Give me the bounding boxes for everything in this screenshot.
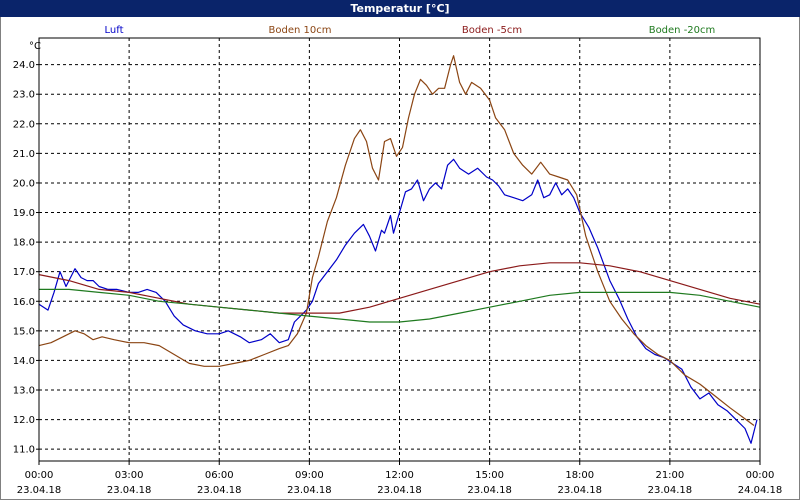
series-line-boden-20cm xyxy=(39,288,761,323)
y-tick-label: 15.0 xyxy=(13,326,35,337)
legend-entry: Boden -20cm xyxy=(649,25,716,36)
y-tick-label: 16.0 xyxy=(13,297,35,308)
y-tick-label: 24.0 xyxy=(13,60,35,71)
legend-entry: Luft xyxy=(105,25,124,36)
plot-area xyxy=(38,37,761,462)
legend-entry: Boden 10cm xyxy=(269,25,332,36)
legend-entry: Boden -5cm xyxy=(462,25,522,36)
y-tick-label: 13.0 xyxy=(13,386,35,397)
y-tick-label: 23.0 xyxy=(13,90,35,101)
y-tick-label: 18.0 xyxy=(13,238,35,249)
series-line-luft xyxy=(38,158,758,444)
x-tick-time: 03:00 xyxy=(115,470,144,481)
x-tick-date: 23.04.18 xyxy=(557,485,602,496)
x-axis-ticks: 00:00 23.04.18 03:00 23.04.18 06:00 23.04.18 0… xyxy=(17,461,783,496)
x-tick-time: 06:00 xyxy=(205,470,234,481)
x-tick-date: 23.04.18 xyxy=(648,485,693,496)
series-lines xyxy=(38,55,761,444)
y-tick-label: 12.0 xyxy=(13,415,35,426)
y-tick-label: 20.0 xyxy=(13,178,35,189)
x-tick-date: 23.04.18 xyxy=(377,485,422,496)
grid xyxy=(39,38,760,461)
frame-left-border xyxy=(0,17,1,500)
x-tick-date: 23.04.18 xyxy=(107,485,152,496)
chart-title: Temperatur [°C] xyxy=(0,0,800,17)
x-tick-date: 23.04.18 xyxy=(17,485,62,496)
x-tick-time: 00:00 xyxy=(746,470,775,481)
y-tick-label: 17.0 xyxy=(13,267,35,278)
y-tick-label: 22.0 xyxy=(13,119,35,130)
y-axis-ticks: 11.0 12.0 13.0 14.0 15.0 16.0 17.0 18.0 19.0 20.0… xyxy=(13,60,39,456)
x-tick-time: 18:00 xyxy=(565,470,594,481)
y-tick-label: 11.0 xyxy=(13,445,35,456)
x-tick-time: 15:00 xyxy=(475,470,504,481)
x-tick-time: 12:00 xyxy=(385,470,414,481)
x-tick-date: 23.04.18 xyxy=(467,485,512,496)
x-tick-date: 24.04.18 xyxy=(738,485,783,496)
y-tick-label: 21.0 xyxy=(13,149,35,160)
legend: Luft Boden 10cm Boden -5cm Boden -20cm xyxy=(105,25,716,36)
x-tick-time: 21:00 xyxy=(655,470,684,481)
series-line-boden-10cm xyxy=(38,55,755,426)
y-tick-label: 14.0 xyxy=(13,356,35,367)
series-line-boden-5cm xyxy=(38,262,761,314)
x-tick-date: 23.04.18 xyxy=(197,485,242,496)
y-axis-label: °C xyxy=(29,41,41,52)
y-tick-label: 19.0 xyxy=(13,208,35,219)
x-tick-time: 00:00 xyxy=(25,470,54,481)
x-tick-time: 09:00 xyxy=(295,470,324,481)
x-tick-date: 23.04.18 xyxy=(287,485,332,496)
